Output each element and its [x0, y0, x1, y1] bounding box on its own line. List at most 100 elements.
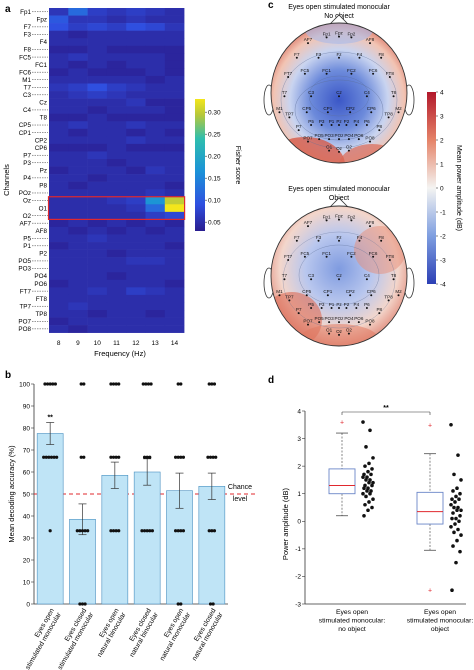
heatmap-cell: [106, 128, 127, 137]
electrode-dot: [365, 307, 368, 309]
chance-label-line1: Chance: [228, 484, 252, 491]
heatmap-cell: [126, 264, 146, 273]
amplitude-point: [459, 508, 463, 513]
heatmap-cells: [49, 8, 185, 333]
boxplot-panel: -3 -2 -1 0 1 2 3 4 + + + ** Eyes open stimulated mo…: [281, 405, 473, 633]
accuracy-point: [179, 602, 183, 606]
accuracy-point: [211, 455, 215, 459]
heatmap-cell: [49, 234, 69, 243]
heatmap-cell: [126, 151, 146, 160]
heatmap-cell: [68, 30, 88, 39]
electrode-dot: [369, 42, 371, 45]
boxplot-y-tick-label: -3: [295, 601, 301, 608]
electrode-dot: [325, 36, 328, 39]
accuracy-point: [176, 455, 180, 459]
heatmap-cell: [68, 68, 88, 77]
power-colorbar-tick-label: -2: [440, 233, 446, 240]
electrode-label: AF8: [366, 220, 375, 225]
boxplot-y-tick-label: 3: [297, 436, 301, 443]
heatmap-cell: [68, 325, 88, 333]
heatmap-cell: [106, 174, 127, 182]
heatmap-cell: [126, 83, 146, 92]
heatmap-cell: [126, 8, 146, 16]
electrode-dot: [297, 312, 300, 315]
heatmap-cell: [87, 91, 108, 99]
boxplot-marks: + + + **: [328, 405, 463, 595]
amplitude-point: [370, 467, 374, 471]
heatmap-cell: [68, 249, 88, 258]
heatmap-cell: [145, 219, 166, 228]
amplitude-point: [450, 497, 454, 502]
heatmap-cell: [164, 249, 185, 258]
boxplot-axes: -3 -2 -1 0 1 2 3 4: [295, 408, 466, 608]
heatmap-cell: [145, 302, 166, 311]
heatmap-cell: [106, 287, 127, 296]
heatmap-cell: [68, 8, 88, 16]
heatmap-cell: [164, 242, 185, 250]
electrode-dot: [320, 307, 323, 309]
heatmap-cell: [87, 45, 108, 54]
heatmap-cell: [87, 121, 108, 130]
electrode-label: Fpz: [335, 31, 343, 36]
accuracy-point: [43, 382, 47, 386]
amplitude-point: [361, 475, 365, 479]
electrode-dot: [349, 111, 352, 114]
electrode-label: F3: [316, 235, 322, 240]
amplitude-point: [361, 491, 365, 496]
electrode-label: P8: [376, 307, 382, 312]
heatmap-cell: [106, 68, 127, 77]
electrode-label: Fp2: [347, 31, 355, 36]
amplitude-point: [449, 422, 453, 427]
heatmap-channel-tick: FT7: [20, 288, 32, 295]
heatmap-cell: [164, 196, 185, 205]
accuracy-point: [212, 529, 217, 533]
barchart-y-tick-label: 30: [23, 535, 31, 542]
power-colorbar-tick-label: 4: [440, 89, 444, 96]
heatmap-channel-tick: P4: [23, 175, 31, 182]
heatmap-cell: [164, 151, 185, 160]
electrode-dot: [388, 259, 391, 261]
heatmap-cell: [145, 257, 166, 265]
accuracy-point: [174, 455, 178, 459]
heatmap-channel-tick: P2: [39, 251, 47, 258]
heatmap-cell: [87, 83, 108, 92]
electrode-dot: [325, 72, 328, 75]
electrode-dot: [278, 294, 281, 297]
heatmap-cell: [68, 257, 88, 265]
heatmap-cell: [87, 317, 108, 326]
electrode-dot: [347, 138, 350, 141]
boxplot-y-tick-label: -1: [295, 546, 301, 553]
heatmap-cell: [126, 317, 146, 326]
electrode-label: CP6: [367, 106, 376, 111]
heatmap-cell: [106, 159, 127, 167]
electrode-dot: [318, 138, 321, 141]
amplitude-point: [362, 486, 366, 491]
heatmap-cell: [164, 91, 185, 99]
accuracy-point: [80, 529, 85, 533]
heatmap-cell: [87, 181, 108, 190]
electrode-dot: [347, 321, 350, 324]
electrode-dot: [370, 111, 373, 114]
electrode-dot: [288, 299, 291, 302]
amplitude-point: [453, 522, 457, 526]
electrode-label: PO4: [344, 133, 354, 138]
heatmap-cell: [87, 242, 108, 250]
accuracy-point: [48, 382, 52, 386]
barchart-y-tick-label: 90: [23, 403, 31, 410]
heatmap-cell: [145, 38, 166, 47]
heatmap-cell: [49, 310, 69, 318]
accuracy-point: [144, 382, 148, 386]
heatmap-cell: [49, 264, 69, 273]
heatmap-cell: [145, 242, 166, 250]
heatmap-cell: [126, 257, 146, 265]
accuracy-point: [141, 382, 145, 386]
heatmap-cell: [68, 166, 88, 175]
electrode-dot: [338, 138, 340, 141]
heatmap-cell: [49, 60, 69, 69]
heatmap-channel-tick: Fpz: [37, 17, 48, 24]
amplitude-point: [454, 560, 458, 565]
heatmap-channel-tick: P7: [23, 152, 31, 159]
electrode-dot: [297, 129, 300, 132]
heatmap-cell: [87, 272, 108, 281]
